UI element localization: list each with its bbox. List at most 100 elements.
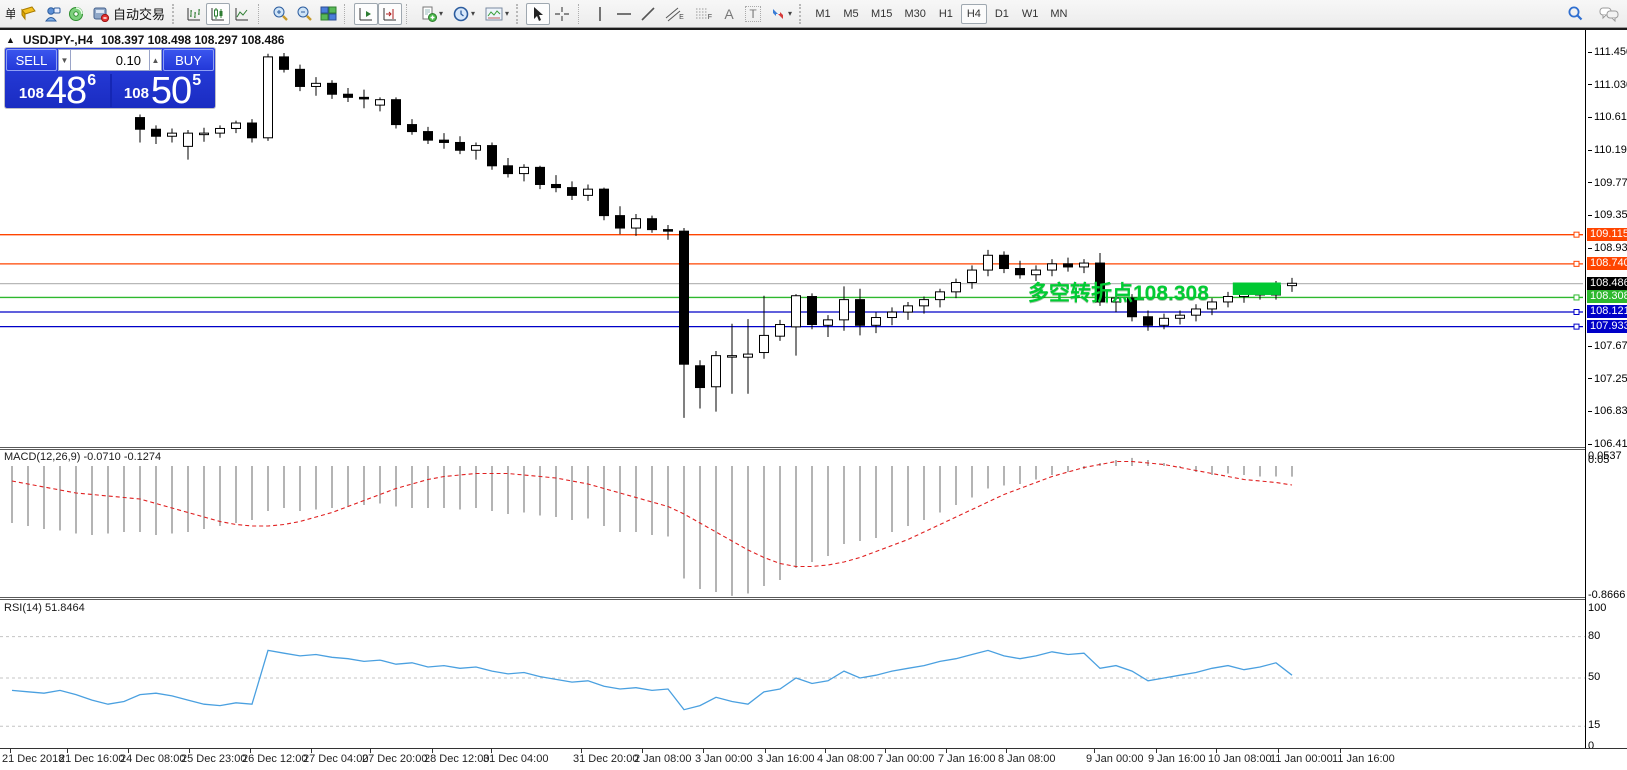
- chart-title: ▲ USDJPY-,H4 108.397 108.498 108.297 108…: [6, 33, 284, 47]
- timeframe-button-d1[interactable]: D1: [989, 4, 1015, 24]
- trendline-tool-icon[interactable]: [636, 3, 660, 25]
- buy-price[interactable]: 108 50 5: [110, 73, 215, 108]
- tick-dash: [1588, 150, 1592, 151]
- time-label: 4 Jan 08:00: [817, 753, 875, 765]
- time-label: 9 Jan 16:00: [1148, 753, 1206, 765]
- rsi-label: RSI(14) 51.8464: [4, 602, 85, 614]
- main-price-pane[interactable]: [0, 30, 1585, 447]
- fibonacci-tool-icon[interactable]: F: [689, 3, 717, 25]
- volume-input[interactable]: 0.10: [71, 49, 149, 71]
- bar-chart-type-icon[interactable]: [182, 3, 206, 25]
- timeframe-button-w1[interactable]: W1: [1017, 4, 1044, 24]
- autotrade-button[interactable]: 自动交易: [88, 3, 170, 25]
- new-order-button[interactable]: 单: [0, 3, 16, 25]
- tick-dash: [1588, 248, 1592, 249]
- timeframe-button-m30[interactable]: M30: [899, 4, 930, 24]
- sell-price-prefix: 108: [19, 85, 44, 102]
- toolbar-grip: [172, 4, 178, 24]
- tile-windows-icon[interactable]: [316, 3, 340, 25]
- toolbar-separator: [578, 4, 585, 24]
- crosshair-tool-icon[interactable]: [550, 3, 574, 25]
- timeframe-button-h4[interactable]: H4: [961, 4, 987, 24]
- time-label: 28 Dec 12:00: [424, 753, 489, 765]
- channel-sub-label: E: [679, 14, 684, 21]
- price-tick: 110.610: [1588, 111, 1627, 123]
- fibo-sub-label: F: [708, 14, 712, 21]
- macd-axis-label: -0.8666: [1588, 589, 1625, 601]
- time-label: 31 Dec 04:00: [483, 753, 548, 765]
- data-window-icon[interactable]: [40, 3, 64, 25]
- dropdown-arrow: ▾: [439, 9, 443, 18]
- price-tick: 109.350: [1588, 209, 1627, 221]
- template-button[interactable]: ▾: [480, 3, 514, 25]
- search-icon[interactable]: [1563, 3, 1587, 25]
- tick-dash: [1588, 117, 1592, 118]
- price-tick: 111.030: [1588, 79, 1627, 91]
- add-indicator-button[interactable]: ▾: [416, 3, 448, 25]
- trade-panel-divider: [110, 74, 112, 107]
- buy-button[interactable]: BUY: [163, 49, 214, 71]
- text-label-tool-icon[interactable]: T: [741, 3, 765, 25]
- chart-plot-area[interactable]: [0, 30, 1585, 770]
- zoom-in-icon[interactable]: [268, 3, 292, 25]
- timeframe-button-mn[interactable]: MN: [1045, 4, 1072, 24]
- price-tick: 106.410: [1588, 438, 1627, 450]
- toolbar-separator: [258, 4, 265, 24]
- chart-annotation-text: 多空转折点108.308: [1028, 277, 1209, 307]
- time-label: 24 Dec 08:00: [120, 753, 185, 765]
- horizontal-line-tool-icon[interactable]: [612, 3, 636, 25]
- tick-dash: [1588, 215, 1592, 216]
- chart-shift-icon[interactable]: [378, 3, 402, 25]
- arrows-tool-icon[interactable]: ▾: [765, 3, 797, 25]
- time-label: 3 Jan 16:00: [757, 753, 815, 765]
- zoom-out-icon[interactable]: [292, 3, 316, 25]
- rsi-axis-label: 80: [1588, 630, 1600, 642]
- macd-pane[interactable]: [0, 450, 1585, 597]
- price-level-label: 109.115: [1587, 228, 1627, 241]
- market-watch-icon[interactable]: [16, 3, 40, 25]
- timeframe-button-m15[interactable]: M15: [866, 4, 897, 24]
- volume-down-button[interactable]: ▼: [58, 49, 71, 71]
- one-click-trading-panel: SELL ▼ 0.10 ▲ BUY 108 48 6 108 50 5: [5, 48, 215, 108]
- price-tick: 106.830: [1588, 405, 1627, 417]
- sell-button[interactable]: SELL: [6, 49, 57, 71]
- time-label: 11 Jan 16:00: [1332, 753, 1395, 765]
- channel-tool-icon[interactable]: E: [660, 3, 689, 25]
- dropdown-arrow: ▾: [505, 9, 509, 18]
- main-toolbar: 单 自动交易 ▾ ▾: [0, 0, 1627, 28]
- tick-dash: [1588, 182, 1592, 183]
- timeframe-button-m5[interactable]: M5: [838, 4, 864, 24]
- toolbar-grip: [799, 4, 805, 24]
- rsi-pane[interactable]: [0, 600, 1585, 748]
- line-chart-type-icon[interactable]: [230, 3, 254, 25]
- strategy-tester-icon[interactable]: [64, 3, 88, 25]
- rsi-axis-label: 100: [1588, 602, 1606, 614]
- price-tick: 110.190: [1588, 144, 1627, 156]
- collapse-arrow-icon[interactable]: ▲: [6, 35, 15, 45]
- text-tool-icon[interactable]: A: [717, 3, 741, 25]
- buy-price-big: 50: [151, 76, 191, 106]
- time-label: 25 Dec 23:00: [181, 753, 246, 765]
- price-tick: 108.930: [1588, 242, 1627, 254]
- price-axis[interactable]: 111.450111.030110.610110.190109.770109.3…: [1585, 30, 1627, 748]
- vertical-line-tool-icon[interactable]: [588, 3, 612, 25]
- time-label: 3 Jan 00:00: [695, 753, 753, 765]
- time-axis[interactable]: 21 Dec 201821 Dec 16:0024 Dec 08:0025 De…: [0, 749, 1627, 770]
- auto-scroll-icon[interactable]: [354, 3, 378, 25]
- toolbar-right-group: [1563, 0, 1621, 28]
- tick-dash: [1588, 346, 1592, 347]
- volume-up-button[interactable]: ▲: [149, 49, 162, 71]
- candlestick-chart-type-icon[interactable]: [206, 3, 230, 25]
- timeframe-button-m1[interactable]: M1: [810, 4, 836, 24]
- chat-icon[interactable]: [1597, 3, 1621, 25]
- sell-price[interactable]: 108 48 6: [5, 73, 110, 108]
- time-label: 21 Dec 16:00: [59, 753, 124, 765]
- cursor-tool-icon[interactable]: [526, 3, 550, 25]
- chart-symbol-label: USDJPY-,H4: [23, 33, 93, 47]
- price-level-label: 108.740: [1587, 257, 1627, 270]
- time-label: 2 Jan 08:00: [634, 753, 692, 765]
- period-button[interactable]: ▾: [448, 3, 480, 25]
- price-level-label: 108.308: [1587, 290, 1627, 303]
- rsi-axis-label: 15: [1588, 719, 1600, 731]
- timeframe-button-h1[interactable]: H1: [933, 4, 959, 24]
